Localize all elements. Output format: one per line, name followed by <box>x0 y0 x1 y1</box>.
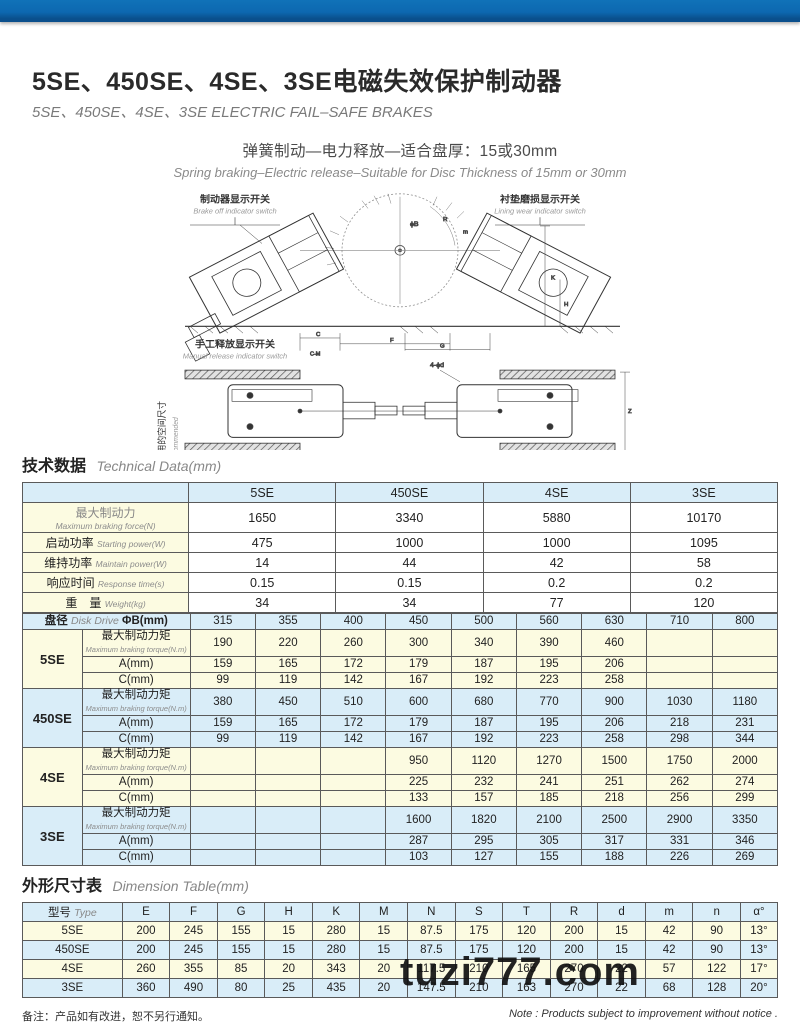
svg-text:F: F <box>390 338 394 344</box>
svg-text:Lining wear indicator switch: Lining wear indicator switch <box>494 206 586 215</box>
svg-text:推荐使用的空间尺寸: 推荐使用的空间尺寸 <box>156 401 167 450</box>
svg-text:C-M: C-M <box>310 352 321 358</box>
svg-text:K: K <box>551 276 555 282</box>
svg-text:C: C <box>316 332 321 338</box>
svg-text:R: R <box>443 217 447 223</box>
svg-text:Z: Z <box>628 409 632 415</box>
svg-text:G: G <box>440 344 445 350</box>
svg-text:衬垫磨损显示开关: 衬垫磨损显示开关 <box>500 193 580 206</box>
svg-text:Recommended: Recommended <box>173 416 180 450</box>
svg-text:制动器显示开关: 制动器显示开关 <box>200 193 270 206</box>
svg-text:ϕB: ϕB <box>410 221 419 228</box>
svg-text:4-ϕd: 4-ϕd <box>430 362 444 369</box>
svg-text:Brake off indicator switch: Brake off indicator switch <box>193 206 276 215</box>
svg-text:H: H <box>564 302 568 308</box>
svg-text:手工释放显示开关: 手工释放显示开关 <box>195 338 275 351</box>
svg-text:m: m <box>463 230 468 236</box>
svg-text:Manual release indicator switc: Manual release indicator switch <box>183 352 287 361</box>
